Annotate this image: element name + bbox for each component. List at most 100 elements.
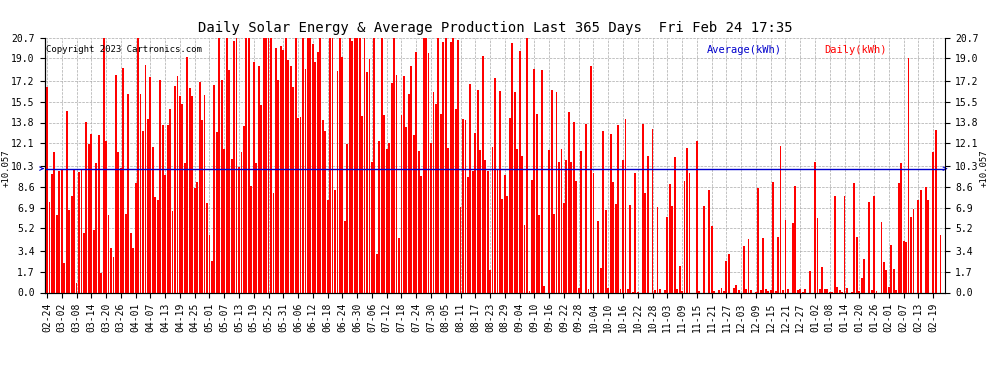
Bar: [920, 190, 922, 292]
Bar: [875, 291, 877, 292]
Bar: [267, 38, 269, 292]
Bar: [462, 119, 464, 292]
Bar: [176, 76, 178, 292]
Bar: [47, 87, 48, 292]
Bar: [206, 203, 208, 292]
Bar: [497, 170, 498, 292]
Bar: [443, 42, 445, 292]
Bar: [292, 87, 294, 292]
Bar: [502, 199, 503, 292]
Bar: [612, 182, 614, 292]
Bar: [320, 38, 321, 292]
Bar: [416, 52, 417, 292]
Bar: [659, 289, 661, 292]
Bar: [103, 38, 105, 292]
Bar: [787, 290, 789, 292]
Bar: [928, 200, 930, 292]
Bar: [544, 286, 545, 292]
Bar: [133, 248, 134, 292]
Bar: [617, 125, 619, 292]
Bar: [275, 48, 277, 292]
Bar: [531, 180, 533, 292]
Bar: [883, 262, 885, 292]
Bar: [80, 169, 82, 292]
Bar: [644, 194, 646, 292]
Bar: [322, 120, 324, 292]
Bar: [118, 152, 120, 292]
Bar: [93, 230, 95, 292]
Bar: [578, 288, 579, 292]
Bar: [511, 44, 513, 292]
Bar: [272, 193, 274, 292]
Bar: [913, 209, 915, 292]
Bar: [669, 184, 670, 292]
Bar: [772, 182, 774, 292]
Bar: [575, 181, 577, 292]
Bar: [580, 151, 582, 292]
Bar: [125, 214, 127, 292]
Bar: [68, 210, 70, 292]
Bar: [145, 65, 147, 292]
Bar: [484, 160, 486, 292]
Bar: [260, 105, 262, 292]
Bar: [339, 38, 341, 292]
Bar: [903, 241, 905, 292]
Bar: [430, 143, 432, 292]
Bar: [358, 38, 360, 292]
Bar: [383, 115, 385, 292]
Bar: [600, 268, 602, 292]
Bar: [459, 207, 461, 292]
Bar: [140, 94, 142, 292]
Bar: [366, 72, 368, 292]
Bar: [159, 80, 161, 292]
Bar: [664, 290, 665, 292]
Bar: [487, 171, 488, 292]
Bar: [573, 122, 574, 292]
Bar: [482, 56, 484, 292]
Bar: [799, 290, 801, 292]
Bar: [908, 58, 910, 292]
Bar: [464, 120, 466, 292]
Bar: [794, 186, 796, 292]
Bar: [494, 78, 496, 292]
Bar: [315, 62, 316, 292]
Bar: [179, 96, 181, 292]
Bar: [804, 289, 806, 292]
Bar: [711, 226, 713, 292]
Bar: [234, 41, 235, 292]
Bar: [870, 290, 872, 292]
Bar: [733, 288, 735, 292]
Bar: [346, 144, 348, 292]
Bar: [231, 159, 233, 292]
Bar: [156, 201, 158, 292]
Bar: [248, 38, 249, 292]
Bar: [843, 196, 845, 292]
Bar: [105, 141, 107, 292]
Bar: [762, 238, 764, 292]
Bar: [873, 196, 875, 292]
Bar: [797, 290, 799, 292]
Bar: [516, 149, 518, 292]
Bar: [918, 200, 920, 292]
Bar: [585, 124, 587, 292]
Bar: [853, 183, 855, 292]
Bar: [108, 215, 110, 292]
Bar: [457, 40, 459, 292]
Bar: [747, 239, 749, 292]
Bar: [83, 233, 85, 292]
Bar: [75, 283, 77, 292]
Bar: [285, 38, 287, 292]
Bar: [696, 141, 698, 292]
Bar: [905, 242, 907, 292]
Bar: [784, 219, 786, 292]
Bar: [837, 286, 839, 292]
Text: Average(kWh): Average(kWh): [707, 45, 782, 55]
Bar: [70, 196, 72, 292]
Bar: [651, 129, 653, 292]
Bar: [568, 112, 570, 292]
Bar: [327, 200, 329, 292]
Bar: [454, 108, 456, 292]
Bar: [499, 91, 501, 292]
Bar: [565, 160, 567, 292]
Bar: [53, 152, 55, 292]
